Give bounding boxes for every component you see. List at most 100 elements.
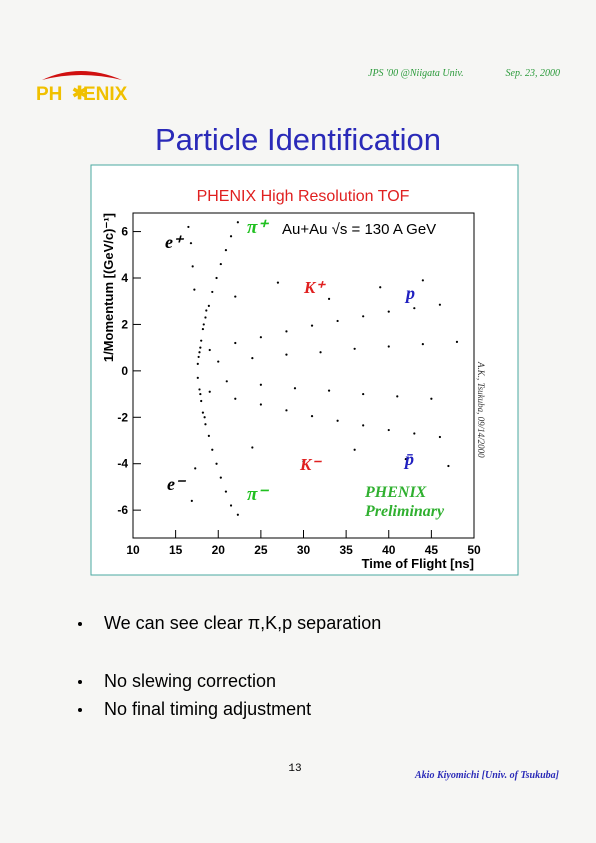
- point: [205, 309, 208, 312]
- bullet-text: No final timing adjustment: [104, 699, 311, 719]
- particle-label: p̄: [403, 449, 414, 469]
- point: [196, 376, 199, 379]
- point: [438, 303, 441, 306]
- preliminary-label: Preliminary: [364, 503, 445, 520]
- point: [217, 360, 220, 363]
- point: [387, 345, 390, 348]
- point: [379, 286, 382, 289]
- point: [219, 476, 222, 479]
- particle-label: e⁻: [167, 474, 187, 494]
- point: [219, 262, 222, 266]
- stamp: A.K., Tsukuba, 09/14/2000: [476, 361, 486, 458]
- point: [362, 315, 365, 318]
- point: [236, 221, 239, 224]
- point: [191, 265, 194, 268]
- x-tick-label: 50: [467, 543, 481, 557]
- point: [251, 446, 254, 449]
- slide-title: Particle Identification: [155, 122, 441, 157]
- bullet-text: No slewing correction: [104, 671, 276, 691]
- y-tick-label: -4: [117, 457, 128, 471]
- point: [196, 362, 199, 365]
- point: [229, 504, 233, 507]
- point: [208, 390, 211, 393]
- point: [204, 423, 207, 426]
- logo-text: PH: [36, 84, 62, 105]
- point: [336, 319, 339, 323]
- x-tick-label: 20: [212, 543, 226, 557]
- particle-label: π⁻: [247, 484, 269, 505]
- point: [404, 457, 407, 461]
- point: [438, 435, 441, 439]
- point: [455, 340, 459, 343]
- x-tick-label: 40: [382, 543, 396, 557]
- point: [336, 419, 339, 422]
- particle-label: p: [404, 283, 415, 303]
- y-tick-label: 2: [121, 317, 128, 331]
- point: [200, 399, 203, 403]
- point: [189, 242, 193, 245]
- x-tick-label: 15: [169, 543, 183, 557]
- point: [387, 428, 390, 432]
- point: [193, 288, 196, 291]
- point: [202, 323, 205, 326]
- point: [201, 327, 205, 331]
- point: [362, 392, 365, 396]
- point: [207, 434, 210, 437]
- logo-arc: [42, 71, 122, 80]
- particle-label: K⁻: [299, 455, 322, 474]
- x-tick-label: 45: [425, 543, 439, 557]
- point: [224, 490, 228, 493]
- author: Akio Kiyomichi [Univ. of Tsukuba]: [414, 770, 560, 781]
- point: [285, 409, 288, 412]
- particle-label: K⁺: [303, 278, 326, 297]
- x-tick-label: 25: [254, 543, 268, 557]
- point: [421, 343, 424, 346]
- point: [327, 389, 331, 392]
- date: Sep. 23, 2000: [506, 68, 560, 79]
- point: [187, 225, 190, 229]
- point: [201, 411, 205, 414]
- point: [293, 387, 297, 390]
- point: [327, 297, 331, 300]
- point: [211, 290, 214, 294]
- conference: JPS '00 @Niigata Univ.: [368, 68, 464, 79]
- annotation: Au+Au √s = 130 A GeV: [282, 221, 436, 238]
- preliminary-label: PHENIX: [364, 484, 427, 501]
- y-tick-label: 6: [121, 225, 128, 239]
- point: [215, 276, 218, 280]
- point: [259, 383, 262, 386]
- point: [194, 467, 197, 470]
- point: [285, 330, 288, 333]
- point: [310, 324, 314, 327]
- point: [276, 281, 280, 284]
- particle-label: e⁺: [165, 232, 185, 252]
- point: [234, 295, 237, 298]
- y-tick-label: 0: [121, 364, 128, 378]
- logo-text: ENIX: [83, 84, 128, 105]
- point: [302, 460, 305, 463]
- bullet-dot: [78, 708, 82, 712]
- point: [259, 336, 262, 339]
- x-axis-label: Time of Flight [ns]: [362, 556, 474, 571]
- x-tick-label: 30: [297, 543, 311, 557]
- point: [234, 397, 237, 400]
- y-tick-label: -2: [117, 410, 128, 424]
- point: [224, 249, 228, 252]
- point: [215, 462, 218, 465]
- point: [211, 448, 214, 451]
- point: [430, 397, 433, 400]
- x-tick-label: 35: [339, 543, 353, 557]
- logo-star: ✱: [72, 83, 87, 103]
- point: [198, 388, 201, 391]
- x-tick-label: 10: [126, 543, 140, 557]
- point: [198, 351, 201, 354]
- point: [199, 392, 202, 396]
- bullet-dot: [78, 680, 82, 684]
- point: [225, 380, 228, 383]
- point: [236, 513, 239, 516]
- point: [190, 499, 193, 502]
- point: [310, 415, 314, 418]
- point: [229, 235, 233, 238]
